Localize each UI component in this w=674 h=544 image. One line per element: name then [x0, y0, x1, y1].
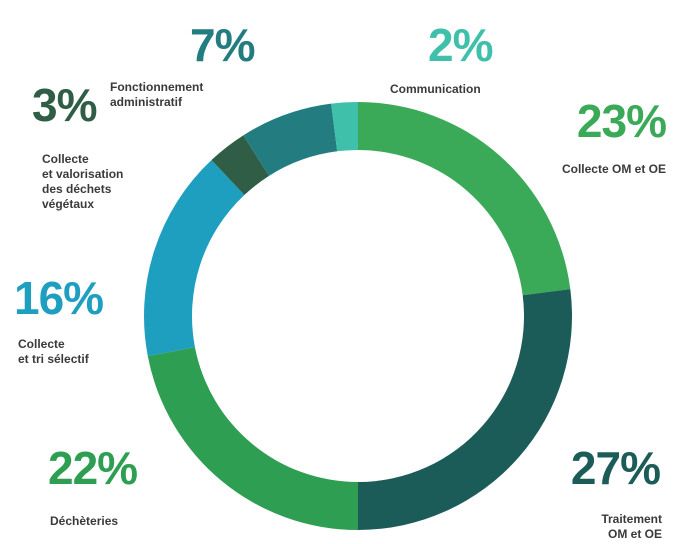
percent-label: 27% — [570, 442, 661, 494]
percent-label: 22% — [48, 442, 138, 494]
percent-label: 16% — [14, 272, 104, 324]
category-label: Traitement OM et OE — [601, 512, 662, 541]
category-label: Collecte et valorisation des déchets vég… — [42, 152, 124, 211]
donut-segment — [243, 103, 338, 176]
percent-label: 7% — [190, 19, 255, 71]
percent-label: 3% — [32, 79, 97, 131]
percent-label: 2% — [428, 19, 493, 71]
donut-segment — [144, 160, 245, 357]
category-label: Collecte OM et OE — [561, 162, 666, 176]
category-label: Collecte et tri sélectif — [18, 337, 89, 366]
donut-segment — [211, 135, 270, 195]
category-label: Déchèteries — [50, 514, 119, 528]
donut-segment — [331, 102, 358, 152]
category-label: Communication — [390, 82, 481, 96]
percent-label: 23% — [576, 95, 667, 147]
donut-segment — [358, 289, 573, 530]
category-label: Fonctionnement administratif — [110, 80, 204, 109]
donut-segment — [147, 347, 358, 530]
donut-segment — [358, 102, 571, 296]
